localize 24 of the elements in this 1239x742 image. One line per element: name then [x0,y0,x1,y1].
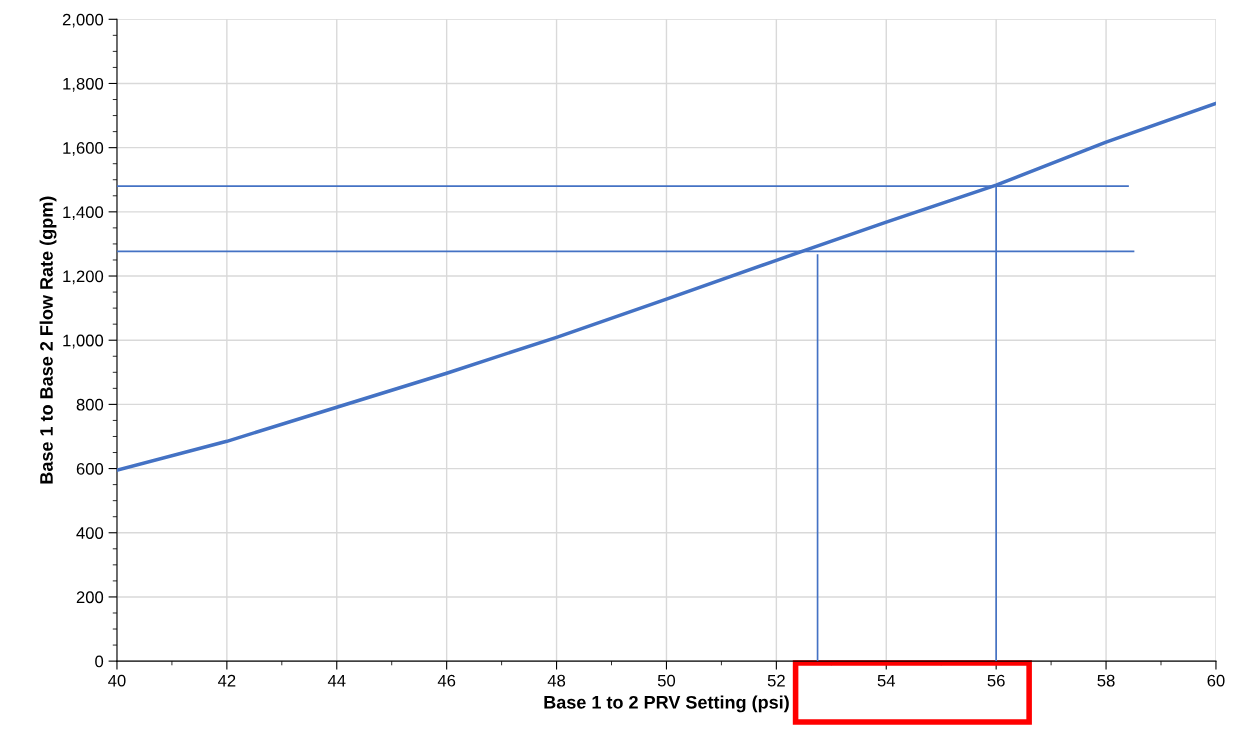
y-axis-title: Base 1 to Base 2 Flow Rate (gpm) [39,196,57,484]
x-tick-label: 54 [877,674,896,687]
x-tick-label: 60 [1207,674,1225,687]
y-tick-label: 200 [76,591,104,604]
x-axis-title: Base 1 to 2 PRV Setting (psi) [544,695,789,713]
x-tick-label: 44 [327,674,346,687]
y-tick-label: 0 [95,655,104,668]
y-tick-label: 1,400 [63,206,104,221]
y-tick-label: 1,600 [63,142,104,156]
y-tick-label: 2,000 [62,13,104,28]
y-tick-label: 400 [76,527,104,539]
x-tick-label: 52 [767,674,785,687]
x-tick-label: 58 [1097,674,1115,687]
x-tick-label: 46 [437,674,456,687]
y-tick-label: 800 [76,398,104,411]
y-tick-label: 1,800 [63,77,104,92]
x-tick-label: 42 [217,674,236,687]
y-tick-label: 1,000 [63,334,104,349]
x-tick-label: 40 [108,674,126,687]
x-tick-label: 48 [547,674,566,687]
y-tick-label: 1,200 [63,270,104,285]
x-tick-label: 50 [657,674,676,687]
x-tick-label: 56 [987,674,1005,687]
y-tick-label: 600 [76,462,104,475]
